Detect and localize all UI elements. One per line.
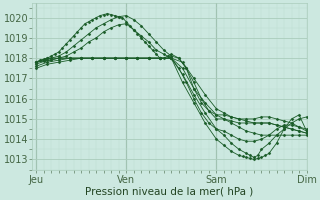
- X-axis label: Pression niveau de la mer( hPa ): Pression niveau de la mer( hPa ): [85, 187, 253, 197]
